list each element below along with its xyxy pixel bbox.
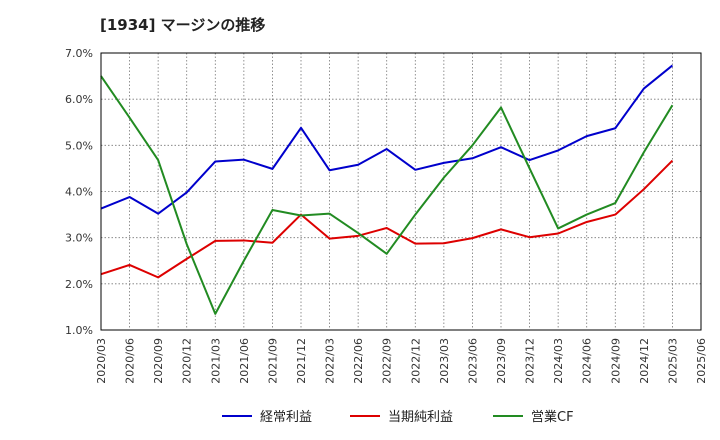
legend-label-1: 経常利益 bbox=[260, 410, 312, 425]
y-tick-label: 5.0% bbox=[65, 139, 93, 152]
x-tick-label: 2022/12 bbox=[409, 338, 422, 384]
x-tick-label: 2020/09 bbox=[152, 338, 165, 384]
x-tick-label: 2023/03 bbox=[438, 338, 451, 384]
x-tick-label: 2020/03 bbox=[95, 338, 108, 384]
x-tick-label: 2023/06 bbox=[466, 338, 479, 384]
x-tick-label: 2021/06 bbox=[238, 338, 251, 384]
x-tick-label: 2023/12 bbox=[524, 338, 537, 384]
y-tick-label: 1.0% bbox=[65, 324, 93, 337]
x-tick-label: 2020/12 bbox=[181, 338, 194, 384]
x-tick-label: 2023/09 bbox=[495, 338, 508, 384]
x-tick-label: 2022/03 bbox=[324, 338, 337, 384]
y-tick-labels: 1.0% 2.0% 3.0% 4.0% 5.0% 6.0% 7.0% bbox=[65, 47, 93, 337]
x-tick-label: 2021/03 bbox=[209, 338, 222, 384]
x-tick-label: 2021/09 bbox=[266, 338, 279, 384]
x-tick-label: 2024/03 bbox=[552, 338, 565, 384]
y-tick-label: 2.0% bbox=[65, 278, 93, 291]
x-tick-label: 2024/09 bbox=[609, 338, 622, 384]
series-line-1 bbox=[100, 64, 674, 215]
x-tick-label: 2024/12 bbox=[638, 338, 651, 384]
series-layer bbox=[100, 64, 674, 315]
chart-title: [1934] マージンの推移 bbox=[100, 16, 266, 34]
y-tick-label: 7.0% bbox=[65, 47, 93, 60]
x-tick-label: 2025/03 bbox=[666, 338, 679, 384]
legend-label-3: 営業CF bbox=[531, 409, 574, 425]
series-line-3 bbox=[100, 75, 674, 315]
series-line-2 bbox=[100, 159, 674, 279]
x-tick-label: 2022/06 bbox=[352, 338, 365, 384]
x-tick-label: 2022/09 bbox=[381, 338, 394, 384]
grid-layer bbox=[101, 53, 701, 330]
x-tick-label: 2021/12 bbox=[295, 338, 308, 384]
x-tick-label: 2025/06 bbox=[695, 338, 708, 384]
y-tick-label: 4.0% bbox=[65, 186, 93, 199]
y-tick-label: 3.0% bbox=[65, 232, 93, 245]
y-tick-label: 6.0% bbox=[65, 93, 93, 106]
x-tick-label: 2024/06 bbox=[581, 338, 594, 384]
x-tick-label: 2020/06 bbox=[124, 338, 137, 384]
plot-frame bbox=[100, 52, 702, 331]
legend: 経常利益 当期純利益 営業CF bbox=[222, 409, 574, 425]
legend-label-2: 当期純利益 bbox=[388, 410, 453, 425]
x-tick-labels: 2020/03 2020/06 2020/09 2020/12 2021/03 2021/… bbox=[95, 338, 708, 384]
